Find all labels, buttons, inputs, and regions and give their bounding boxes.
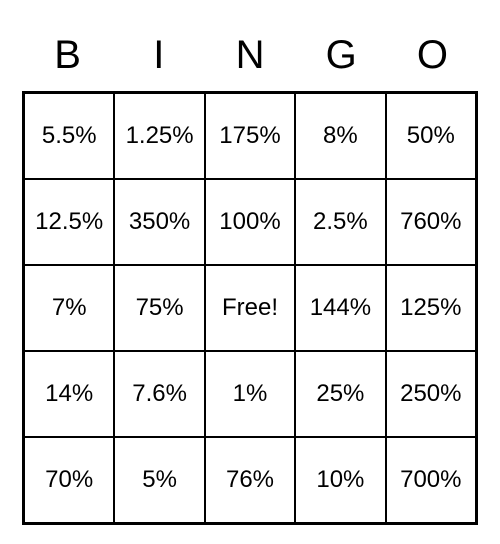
bingo-cell[interactable]: 50% — [386, 93, 476, 179]
bingo-free-cell[interactable]: Free! — [205, 265, 295, 351]
bingo-cell[interactable]: 7% — [24, 265, 114, 351]
bingo-cell[interactable]: 1.25% — [114, 93, 204, 179]
bingo-cell[interactable]: 12.5% — [24, 179, 114, 265]
bingo-cell[interactable]: 25% — [295, 351, 385, 437]
bingo-cell[interactable]: 2.5% — [295, 179, 385, 265]
bingo-cell[interactable]: 175% — [205, 93, 295, 179]
bingo-cell[interactable]: 5% — [114, 437, 204, 523]
bingo-cell[interactable]: 1% — [205, 351, 295, 437]
header-n: N — [204, 19, 295, 91]
bingo-cell[interactable]: 14% — [24, 351, 114, 437]
bingo-cell[interactable]: 10% — [295, 437, 385, 523]
bingo-cell[interactable]: 350% — [114, 179, 204, 265]
bingo-cell[interactable]: 144% — [295, 265, 385, 351]
bingo-cell[interactable]: 75% — [114, 265, 204, 351]
header-o: O — [387, 19, 478, 91]
bingo-cell[interactable]: 5.5% — [24, 93, 114, 179]
header-g: G — [296, 19, 387, 91]
bingo-cell[interactable]: 760% — [386, 179, 476, 265]
bingo-card: B I N G O 5.5% 1.25% 175% 8% 50% 12.5% 3… — [22, 19, 478, 525]
bingo-cell[interactable]: 7.6% — [114, 351, 204, 437]
bingo-cell[interactable]: 250% — [386, 351, 476, 437]
bingo-cell[interactable]: 100% — [205, 179, 295, 265]
header-i: I — [113, 19, 204, 91]
bingo-cell[interactable]: 8% — [295, 93, 385, 179]
bingo-header-row: B I N G O — [22, 19, 478, 91]
bingo-cell[interactable]: 76% — [205, 437, 295, 523]
bingo-cell[interactable]: 125% — [386, 265, 476, 351]
bingo-cell[interactable]: 70% — [24, 437, 114, 523]
bingo-cell[interactable]: 700% — [386, 437, 476, 523]
bingo-grid: 5.5% 1.25% 175% 8% 50% 12.5% 350% 100% 2… — [22, 91, 478, 525]
header-b: B — [22, 19, 113, 91]
